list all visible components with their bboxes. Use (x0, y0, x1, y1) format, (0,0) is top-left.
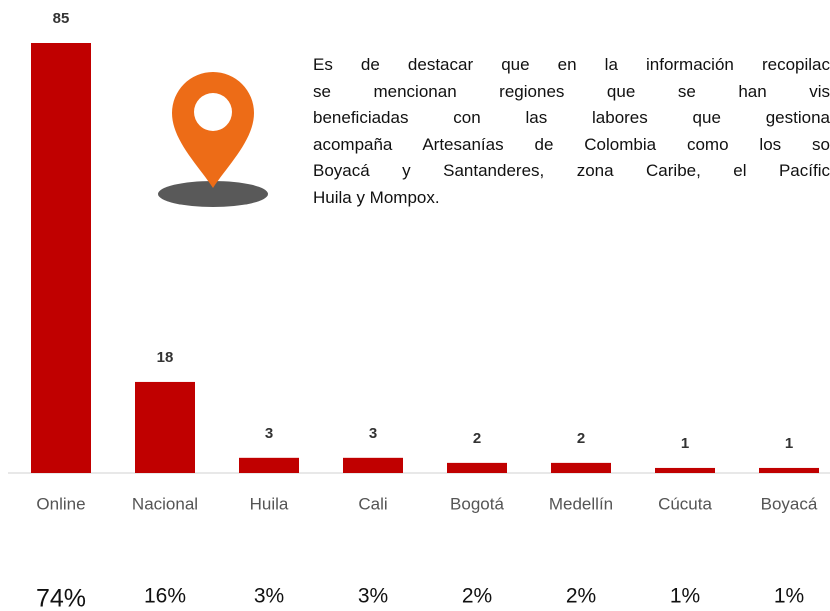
bar (31, 43, 91, 473)
annotation-line: se mencionan regiones que se han vis (313, 81, 830, 101)
data-label: 85 (53, 10, 70, 27)
bar (551, 462, 611, 473)
annotation-line: beneficiadas con las labores que gestion… (313, 108, 830, 127)
x-tick-label: Bogotá (450, 494, 504, 513)
data-label: 2 (577, 430, 585, 447)
share-label: 74% (36, 585, 86, 611)
data-label: 18 (157, 349, 174, 366)
share-label: 16% (144, 585, 186, 608)
share-label: 2% (462, 585, 492, 608)
bar (655, 467, 715, 473)
data-label: 1 (785, 435, 793, 452)
data-label: 3 (265, 425, 273, 442)
bar (239, 457, 299, 473)
x-tick-label: Boyacá (761, 494, 818, 513)
share-label: 1% (774, 585, 804, 608)
x-tick-label: Nacional (132, 494, 198, 513)
share-label: 2% (566, 585, 596, 608)
annotation: Es de destacar que en la información rec… (313, 52, 830, 211)
x-tick-label: Online (36, 494, 85, 513)
data-label: 2 (473, 430, 481, 447)
annotation-line: Es de destacar que en la información rec… (313, 55, 830, 74)
bar (447, 462, 507, 473)
annotation-line: Huila y Mompox. (313, 187, 440, 207)
bar (135, 381, 195, 473)
share-label: 3% (254, 585, 284, 608)
share-label: 1% (670, 585, 700, 608)
data-label: 1 (681, 435, 689, 452)
x-tick-label: Medellín (549, 494, 613, 513)
bar (759, 467, 819, 473)
x-tick-label: Cúcuta (658, 494, 712, 513)
annotation-line: acompaña Artesanías de Colombia como los… (313, 134, 830, 154)
x-tick-label: Cali (358, 494, 387, 513)
location-icon (158, 72, 268, 207)
x-tick-label: Huila (250, 494, 289, 513)
data-label: 3 (369, 425, 377, 442)
share-label: 3% (358, 585, 388, 608)
bar (343, 457, 403, 473)
annotation-line: Boyacá y Santanderes, zona Caribe, el Pa… (313, 161, 830, 180)
